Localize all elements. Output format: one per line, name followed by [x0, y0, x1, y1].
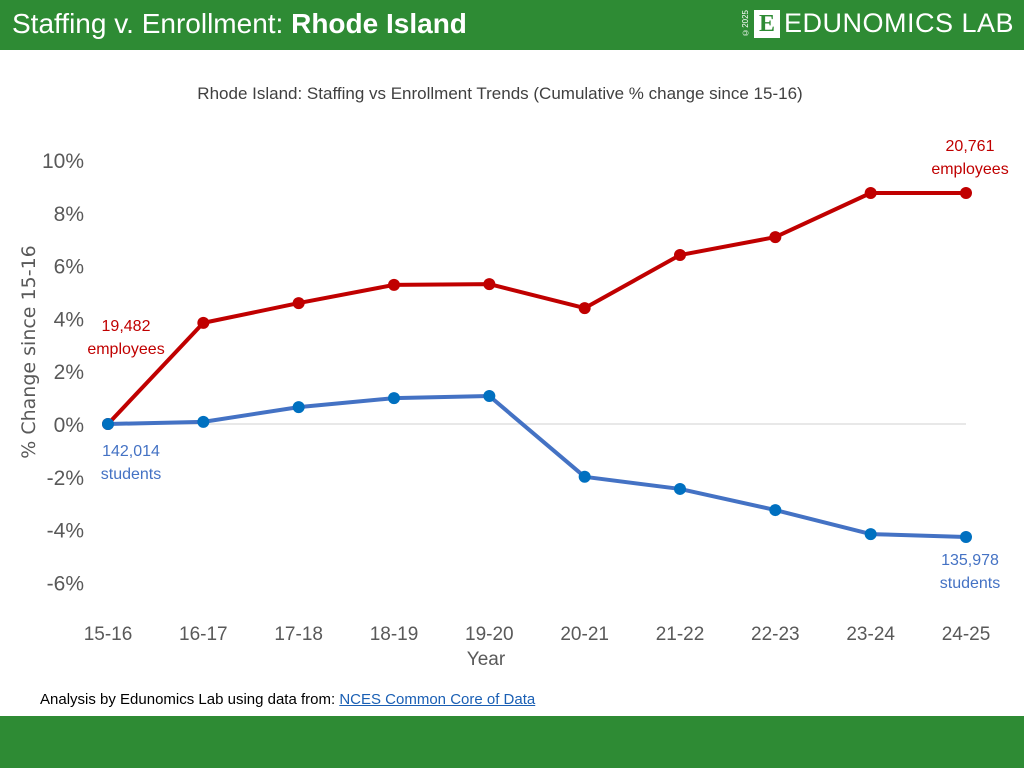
y-tick-label: 8% [54, 203, 84, 226]
logo-text: EDUNOMICS LAB [783, 8, 1014, 38]
edunomics-logo: ©2025 E EDUNOMICS LAB [741, 8, 1014, 39]
source-prefix: Analysis by Edunomics Lab using data fro… [40, 691, 340, 708]
staff-point [960, 187, 972, 199]
line-chart: Rhode Island: Staffing vs Enrollment Tre… [18, 84, 1009, 670]
header-bar: Staffing v. Enrollment: Rhode Island ©20… [0, 0, 1024, 50]
x-tick-label: 18-19 [370, 624, 419, 645]
staff-end-label: employees [931, 161, 1008, 178]
students-point [197, 415, 210, 428]
staff-start-label: 19,482 [102, 318, 151, 335]
title-prefix: Staffing v. Enrollment: [12, 8, 292, 39]
staff-point [197, 316, 210, 329]
y-tick-label: -4% [47, 520, 84, 543]
x-tick-label: 17-18 [274, 624, 323, 645]
logo-e-icon: E [753, 9, 780, 38]
x-tick-label: 22-23 [751, 624, 800, 645]
students-point [292, 401, 305, 414]
staff-line [106, 191, 966, 426]
students-point [483, 390, 496, 403]
source-note: Analysis by Edunomics Lab using data fro… [40, 691, 535, 708]
students-point [960, 530, 972, 543]
y-tick-label: 0% [54, 414, 84, 437]
staff-point [388, 278, 400, 291]
page-title: Staffing v. Enrollment: Rhode Island [12, 8, 467, 40]
students-point [674, 482, 686, 495]
students-point [769, 504, 782, 517]
staff-point [483, 278, 496, 291]
staff-point [864, 187, 877, 199]
y-tick-label: 4% [54, 308, 84, 331]
y-axis-label: % Change since 15-16 [18, 245, 40, 458]
footer-bar [0, 716, 1024, 768]
x-tick-label: 19-20 [465, 624, 514, 645]
students-end-label: 135,978 [941, 552, 999, 569]
staff-point [292, 297, 305, 310]
x-tick-label: 16-17 [179, 624, 228, 645]
staff-point [769, 231, 782, 244]
x-tick-label: 24-25 [942, 624, 991, 645]
students-point [388, 392, 400, 405]
source-link[interactable]: NCES Common Core of Data [339, 691, 536, 708]
students-line [107, 394, 967, 539]
x-axis-label: Year [467, 649, 506, 670]
students-point [578, 470, 591, 483]
y-tick-label: 6% [54, 256, 84, 279]
chart-title: Rhode Island: Staffing vs Enrollment Tre… [197, 84, 802, 103]
y-tick-label: 2% [54, 361, 84, 384]
students-point [102, 418, 114, 430]
staff-end-label: 20,761 [946, 138, 995, 155]
y-tick-label: -2% [47, 467, 84, 490]
students-start-label: students [101, 466, 161, 483]
y-tick-label: -6% [47, 572, 84, 595]
x-tick-label: 23-24 [846, 624, 895, 645]
students-start-label: 142,014 [102, 443, 160, 460]
x-tick-label: 21-22 [656, 624, 705, 645]
staff-point [578, 302, 591, 315]
x-tick-label: 15-16 [84, 624, 133, 645]
x-tick-label: 20-21 [560, 624, 609, 645]
staff-point [674, 249, 686, 262]
y-tick-label: 10% [42, 150, 84, 173]
students-end-label: students [940, 575, 1000, 592]
students-point [864, 528, 877, 541]
staff-start-label: employees [87, 341, 164, 358]
title-state: Rhode Island [291, 8, 467, 39]
